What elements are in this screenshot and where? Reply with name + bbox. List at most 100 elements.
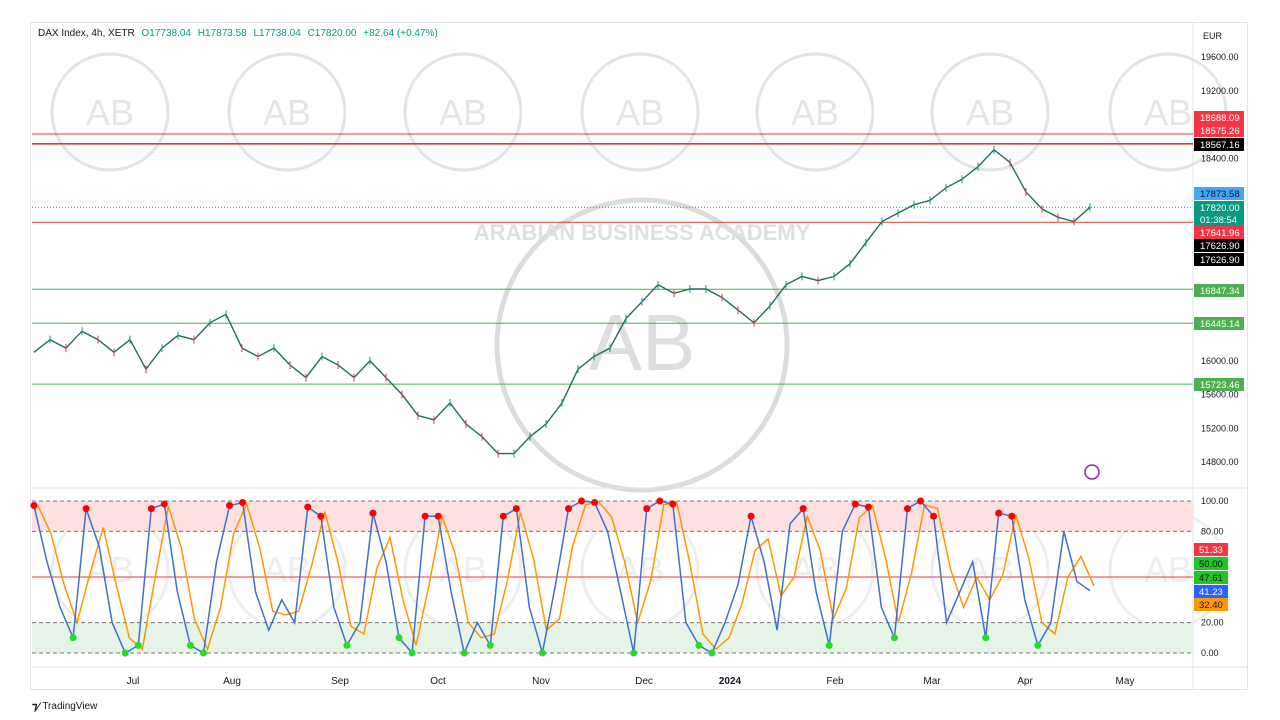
overbought-dot [499, 512, 507, 520]
osc-tick-label: 100.00 [1201, 496, 1229, 506]
watermark-seal [755, 52, 875, 172]
price-tag-bg [1194, 284, 1244, 297]
oversold-dot [134, 641, 142, 649]
tradingview-logo[interactable]: ⁊⁄ TradingView [32, 700, 97, 713]
x-tick-label: Dec [635, 676, 653, 687]
overbought-dot [147, 505, 155, 513]
x-tick-label: Apr [1017, 676, 1033, 687]
price-tag: 18688.09 [1200, 113, 1240, 124]
overbought-dot [995, 509, 1003, 517]
currency-label[interactable]: EUR [1203, 31, 1223, 41]
overbought-dot [930, 512, 938, 520]
oversold-dot [708, 649, 716, 657]
osc-tag-bg [1194, 543, 1228, 556]
watermark-mark: AB [263, 92, 311, 133]
overbought-dot [578, 497, 586, 505]
tv-logo-icon: ⁊⁄ [32, 701, 40, 713]
price-tag: 17820.00 [1200, 203, 1240, 214]
oversold-dot [408, 649, 416, 657]
oversold-dot [69, 634, 77, 642]
watermark-seal [50, 52, 170, 172]
price-tag: 17626.90 [1200, 241, 1240, 252]
oversold-dot [343, 641, 351, 649]
overbought-dot [643, 505, 651, 513]
overbought-dot [903, 505, 911, 513]
osc-signal-line [37, 500, 1095, 652]
price-tag-bg [1194, 138, 1244, 151]
x-tick-label: Feb [826, 676, 844, 687]
watermark-mark: AB [1144, 92, 1192, 133]
close-value: C17820.00 [307, 28, 357, 39]
watermark-seal [580, 52, 700, 172]
price-tag: 01:38:54 [1200, 215, 1237, 226]
oversold-dot [825, 641, 833, 649]
oversold-dot [121, 649, 129, 657]
price-tag-bg [1194, 253, 1244, 266]
oversold-dot [460, 649, 468, 657]
overbought-dot [747, 512, 755, 520]
osc-tick-label: 80.00 [1201, 526, 1224, 536]
y-tick-label: 18400.00 [1201, 153, 1239, 163]
osc-tag: 47.61 [1199, 573, 1223, 584]
y-tick-label: 19200.00 [1201, 86, 1239, 96]
x-tick-label: Nov [532, 676, 550, 687]
y-tick-label: 15600.00 [1201, 390, 1239, 400]
lightning-alert-icon [1084, 464, 1100, 480]
overbought-dot [669, 500, 677, 508]
osc-tag: 50.00 [1199, 559, 1223, 570]
oversold-band [32, 622, 1193, 653]
overbought-dot [304, 503, 312, 511]
osc-tick-label: 0.00 [1201, 648, 1219, 658]
x-tick-label: Mar [923, 676, 941, 687]
osc-tag-bg [1194, 557, 1228, 570]
overbought-dot [565, 505, 573, 513]
oversold-dot [395, 634, 403, 642]
oversold-dot [890, 634, 898, 642]
watermark-mark: AB [1144, 549, 1192, 590]
watermark-mark: AB [86, 92, 134, 133]
oversold-dot [199, 649, 207, 657]
price-tag-bg [1194, 111, 1244, 124]
overbought-dot [239, 499, 247, 507]
y-tick-label: 19600.00 [1201, 52, 1239, 62]
watermark-mark: AB [791, 92, 839, 133]
osc-tag-bg [1194, 585, 1228, 598]
osc-tick-label: 20.00 [1201, 618, 1224, 628]
chart-frame [30, 22, 1248, 690]
y-tick-label: 14800.00 [1201, 457, 1239, 467]
high-value: H17873.58 [197, 28, 247, 39]
overbought-dot [851, 500, 859, 508]
watermark-seal [930, 52, 1050, 172]
price-tag-bg [1194, 201, 1244, 214]
watermark-seal [227, 52, 347, 172]
change-value: +82.64 (+0.47%) [363, 28, 438, 39]
osc-tag: 41.23 [1199, 587, 1223, 598]
watermark-seal [494, 197, 790, 493]
overbought-dot [1008, 512, 1016, 520]
overbought-dot [369, 509, 377, 517]
osc-tag-bg [1194, 598, 1228, 611]
overbought-dot [656, 497, 664, 505]
symbol-legend: DAX Index, 4h, XETR O17738.04 H17873.58 … [38, 28, 438, 39]
overbought-dot [591, 499, 599, 507]
y-tick-label: 16000.00 [1201, 356, 1239, 366]
price-tag-bg [1194, 317, 1244, 330]
overbought-dot [434, 512, 442, 520]
osc-tag: 51.33 [1199, 545, 1223, 556]
osc-tag: 32.40 [1199, 600, 1223, 611]
y-tick-label: 15200.00 [1201, 423, 1239, 433]
watermark-text: ARABIAN BUSINESS ACADEMY [474, 220, 811, 245]
price-tag: 16445.14 [1200, 319, 1240, 330]
overbought-dot [799, 505, 807, 513]
watermark-mark: AB [966, 92, 1014, 133]
price-tag-bg [1194, 226, 1244, 239]
oversold-dot [1034, 641, 1042, 649]
x-tick-label: Jul [127, 676, 140, 687]
low-value: L17738.04 [253, 28, 301, 39]
x-tick-label: 2024 [719, 676, 742, 687]
watermark-mark: AB [263, 549, 311, 590]
price-tag: 15723.46 [1200, 380, 1240, 391]
price-tag-bg [1194, 124, 1244, 137]
overbought-dot [421, 512, 429, 520]
